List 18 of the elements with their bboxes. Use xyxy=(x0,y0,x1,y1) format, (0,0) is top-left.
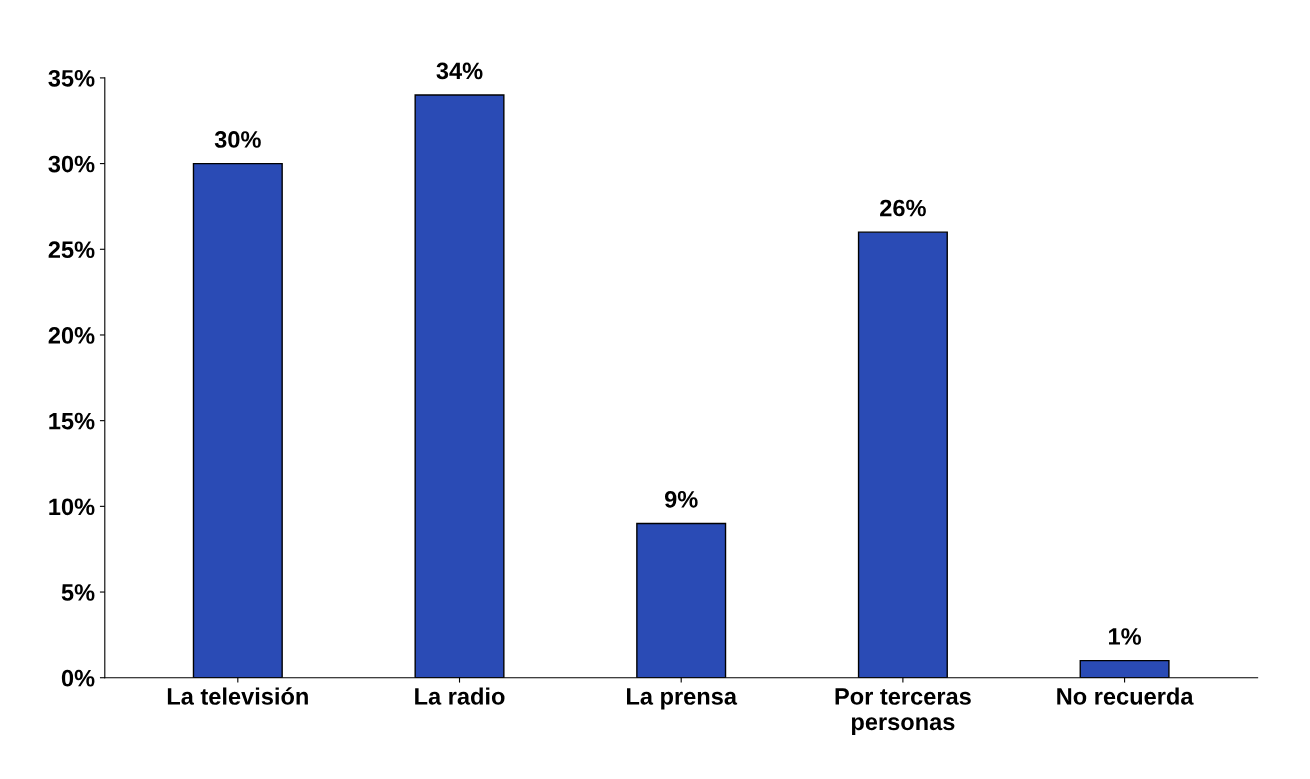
y-tick-label: 0% xyxy=(61,669,95,687)
data-label: 34% xyxy=(436,62,483,80)
data-label: 1% xyxy=(1109,628,1142,645)
data-label: 9% xyxy=(664,490,698,508)
y-tick-label: 35% xyxy=(48,69,95,87)
x-tick-label: Por terceras personas xyxy=(835,688,971,735)
y-tick-label: 10% xyxy=(49,498,95,516)
x-tick-label: La prensa xyxy=(627,688,738,710)
x-tick-label: La radio xyxy=(415,687,505,705)
x-tick-label: La televisión xyxy=(167,687,308,705)
y-tick-label: 25% xyxy=(48,241,95,259)
data-label: 26% xyxy=(880,199,926,217)
data-label: 30% xyxy=(214,131,261,148)
y-tick-label: 15% xyxy=(49,412,95,430)
y-tick-label: 30% xyxy=(48,155,95,173)
y-tick-label: 5% xyxy=(61,584,95,601)
x-tick-label: No recuerda xyxy=(1057,687,1194,705)
y-tick-label: 20% xyxy=(48,327,95,344)
